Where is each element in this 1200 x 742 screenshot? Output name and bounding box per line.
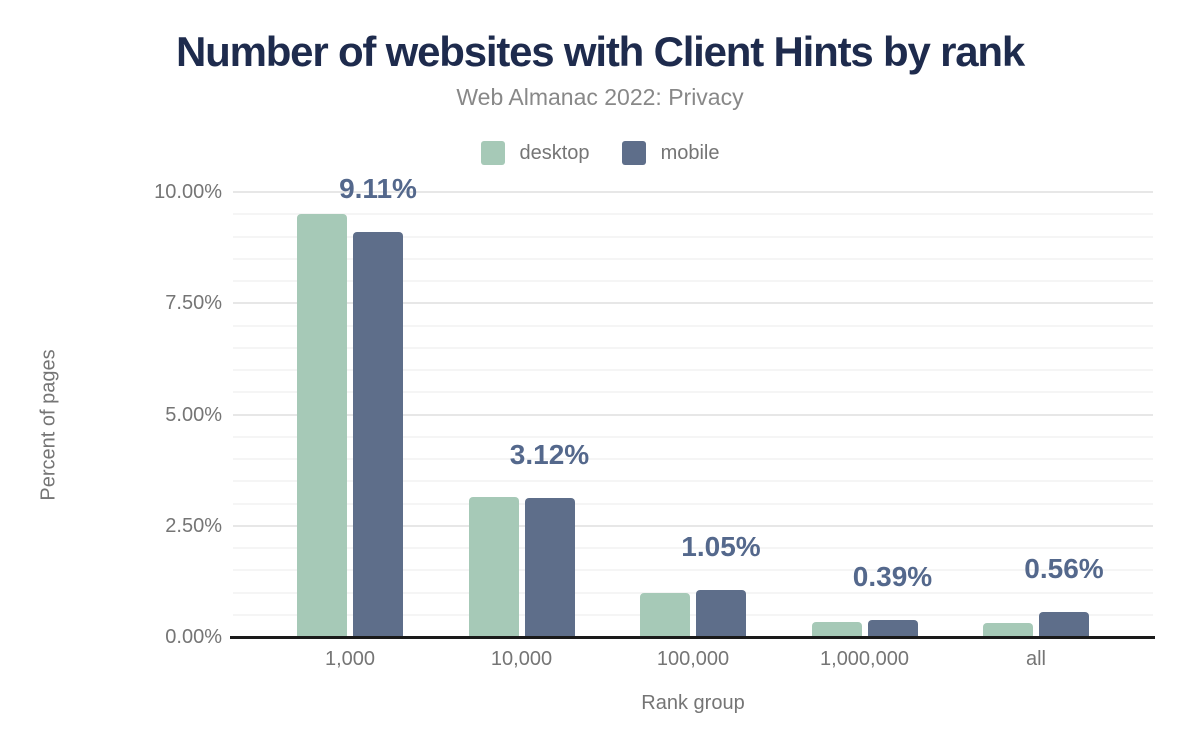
gridline-minor [233,569,1153,572]
page-title: Number of websites with Client Hints by … [175,28,1025,75]
gridline-minor [233,324,1153,327]
bar-desktop-1000[interactable] [297,214,347,637]
legend-swatch-desktop-icon [480,141,505,165]
bar-value-label-1000: 9.11% [339,172,417,204]
x-tick-label-1000: 1,000 [324,648,376,670]
gridline-minor [233,458,1153,460]
bar-mobile-10000[interactable] [524,498,575,637]
x-tick-label-10000: 10,000 [490,648,553,670]
y-axis-title: Percent of pages [37,349,60,501]
y-tick-label: 5.00% [165,403,222,426]
bar-desktop-all[interactable] [983,623,1033,637]
bar-value-label-all: 0.56% [1024,553,1104,585]
bar-mobile-1000000[interactable] [867,619,918,637]
bar-mobile-100000[interactable] [696,590,746,637]
legend-item-mobile: mobile [621,141,720,165]
y-tick-label: 10.00% [154,181,222,203]
gridline-major [233,191,1153,193]
bar-value-label-10000: 3.12% [509,439,590,471]
gridline-minor [233,502,1153,505]
gridline-major [233,524,1153,527]
gridline-minor [233,280,1153,282]
y-tick-label: 7.50% [165,292,222,315]
gridline-major [233,302,1153,305]
x-axis-line [230,636,1155,639]
gridline-minor [233,391,1153,394]
gridline-minor [233,613,1153,616]
bar-desktop-1000000[interactable] [811,621,862,637]
gridline-minor [233,435,1153,438]
gridline-major [233,413,1153,416]
bar-value-label-1000000: 0.39% [852,560,933,592]
gridline-minor [233,235,1153,238]
page-subtitle: Web Almanac 2022: Privacy [456,84,744,110]
x-tick-label-100000: 100,000 [656,648,730,670]
gridline-minor [233,369,1153,371]
bar-desktop-100000[interactable] [640,592,690,637]
legend: desktop mobile [0,140,1200,166]
bar-mobile-1000[interactable] [353,231,403,637]
x-tick-label-1000000: 1,000,000 [820,648,909,670]
bar-mobile-all[interactable] [1039,612,1089,637]
gridline-minor [233,480,1153,483]
x-tick-label-all: all [1025,648,1047,670]
legend-item-desktop: desktop [480,141,590,165]
gridline-minor [233,547,1153,549]
y-tick-label: 2.50% [165,514,222,537]
bar-value-label-100000: 1.05% [681,531,761,563]
legend-swatch-mobile-icon [621,141,646,165]
gridline-minor [233,213,1153,216]
gridline-minor [233,257,1153,260]
x-axis-title: Rank group [641,692,745,714]
gridline-minor [233,591,1153,594]
y-tick-label: 0.00% [165,626,222,648]
bar-desktop-10000[interactable] [468,497,519,637]
gridline-minor [233,346,1153,349]
legend-label-desktop: desktop [519,141,590,164]
legend-label-mobile: mobile [660,141,720,164]
